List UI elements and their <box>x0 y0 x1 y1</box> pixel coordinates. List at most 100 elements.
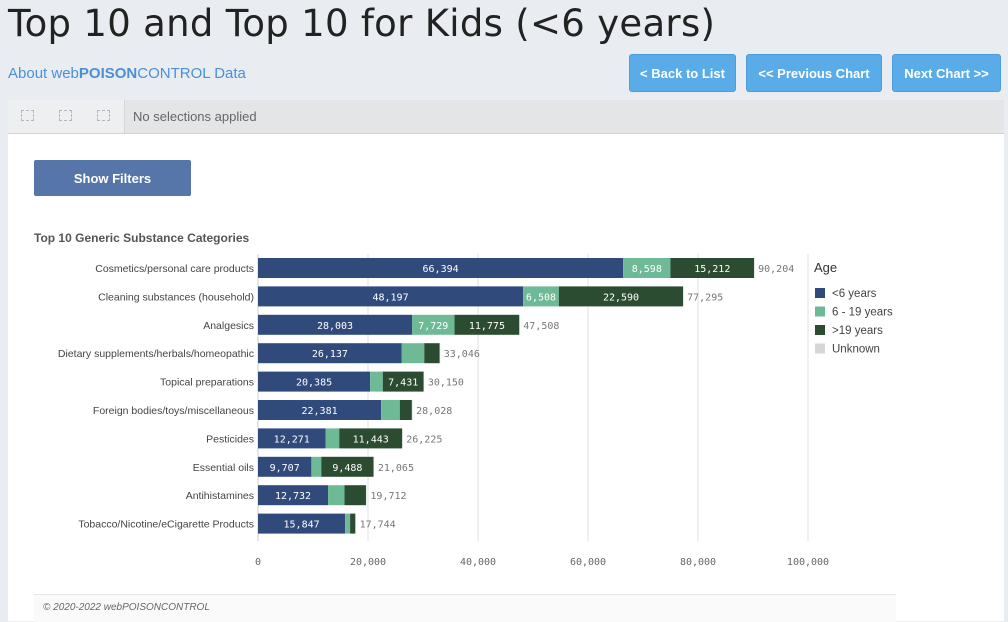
category-label: Cosmetics/personal care products <box>95 263 254 275</box>
bar-segment <box>365 485 367 506</box>
bar-segment <box>258 343 402 364</box>
legend-swatch <box>815 306 825 317</box>
legend-label: >19 years <box>832 325 883 337</box>
bar-segment <box>381 400 400 420</box>
about-data-link[interactable]: About webPOISONCONTROL Data <box>8 65 246 82</box>
bar-segment <box>558 286 684 307</box>
bar-segment <box>399 400 412 420</box>
data-label: 28,003 <box>317 321 353 332</box>
data-label: 9,707 <box>270 463 300 474</box>
bar-segment <box>370 371 383 392</box>
data-label: 7,431 <box>388 378 418 389</box>
data-label: 8,598 <box>632 264 662 275</box>
x-tick-label: 80,000 <box>680 557 716 568</box>
bar-segment <box>424 343 440 364</box>
bar-segment <box>373 456 374 477</box>
x-tick-label: 20,000 <box>350 557 386 568</box>
data-label: 66,394 <box>423 264 459 275</box>
step-back-icon[interactable] <box>21 110 34 121</box>
bar-segment <box>382 371 424 392</box>
bar-segment <box>623 258 671 278</box>
bar-segment <box>423 371 425 392</box>
selection-tools <box>8 100 125 133</box>
data-label: 48,197 <box>372 292 408 303</box>
previous-chart-button[interactable]: << Previous Chart <box>746 54 882 92</box>
bar-segment <box>411 400 413 420</box>
bar-segment <box>670 258 755 278</box>
step-forward-icon[interactable] <box>59 110 72 121</box>
bar-segment <box>258 314 413 335</box>
chart-title: Top 10 Generic Substance Categories <box>34 231 250 245</box>
legend-label: <6 years <box>832 288 877 300</box>
bar-segment <box>412 314 455 335</box>
category-label: Analgesics <box>203 320 254 332</box>
legend-label: Unknown <box>832 344 880 356</box>
total-label: 90,204 <box>758 264 794 275</box>
bar-segment <box>401 343 425 364</box>
legend-title: Age <box>814 260 837 275</box>
bar-segment <box>258 371 371 392</box>
data-label: 11,775 <box>469 321 505 332</box>
legend-swatch <box>815 325 825 335</box>
bar-segment <box>344 485 366 506</box>
category-label: Essential oils <box>193 462 254 474</box>
back-to-list-button[interactable]: < Back to List <box>629 54 736 92</box>
x-tick-label: 60,000 <box>570 557 606 568</box>
selections-bar: No selections applied <box>8 100 1004 134</box>
bar-segment <box>523 286 559 307</box>
bar-segment <box>339 428 403 449</box>
x-tick-label: 0 <box>255 557 261 568</box>
bar-segment <box>454 314 520 335</box>
bar-segment <box>258 400 382 420</box>
data-label: 20,385 <box>296 378 332 389</box>
category-label: Tobacco/Nicotine/eCigarette Products <box>78 519 254 531</box>
content-panel: Show Filters Top 10 Generic Substance Ca… <box>8 134 1004 622</box>
bar-segment <box>258 456 312 477</box>
total-label: 26,225 <box>406 434 442 445</box>
page-title: Top 10 and Top 10 for Kids (<6 years) <box>8 2 716 45</box>
total-label: 19,712 <box>370 491 406 502</box>
total-label: 17,744 <box>360 520 396 531</box>
data-label: 26,137 <box>312 349 348 360</box>
bar-segment <box>345 513 351 534</box>
clear-selections-icon[interactable] <box>97 110 110 121</box>
category-label: Dietary supplements/herbals/homeopathic <box>58 348 254 360</box>
bar-segment <box>258 428 326 449</box>
selection-status: No selections applied <box>133 109 257 124</box>
data-label: 15,847 <box>284 520 320 531</box>
bar-segment <box>439 343 441 364</box>
total-label: 47,508 <box>523 321 559 332</box>
bar-segment <box>258 286 524 307</box>
total-label: 21,065 <box>378 463 414 474</box>
bar-segment <box>350 513 356 534</box>
category-label: Topical preparations <box>160 377 254 389</box>
legend-swatch <box>815 288 825 298</box>
bar-segment <box>328 485 345 506</box>
legend-label: 6 - 19 years <box>832 307 893 319</box>
category-label: Pesticides <box>206 433 254 445</box>
bar-segment <box>402 428 403 449</box>
data-label: 22,590 <box>603 292 639 303</box>
about-prefix: About web <box>8 65 79 82</box>
bar-segment <box>355 513 356 534</box>
total-label: 30,150 <box>428 378 464 389</box>
data-label: 11,443 <box>353 434 389 445</box>
legend-swatch <box>815 343 825 354</box>
bar-segment <box>258 258 624 278</box>
data-label: 12,271 <box>274 434 310 445</box>
total-label: 28,028 <box>416 406 452 417</box>
data-label: 15,212 <box>694 264 730 275</box>
bar-segment <box>258 513 346 534</box>
show-filters-button[interactable]: Show Filters <box>34 160 191 196</box>
category-label: Cleaning substances (household) <box>98 291 254 303</box>
data-label: 22,381 <box>301 406 337 417</box>
data-label: 6,508 <box>526 292 556 303</box>
total-label: 77,295 <box>687 292 723 303</box>
bar-segment <box>321 456 374 477</box>
category-label: Foreign bodies/toys/miscellaneous <box>93 405 254 417</box>
next-chart-button[interactable]: Next Chart >> <box>892 54 1001 92</box>
x-tick-label: 40,000 <box>460 557 496 568</box>
footer: © 2020-2022 webPOISONCONTROL <box>34 594 896 622</box>
about-brand: POISON <box>78 65 138 82</box>
data-label: 9,488 <box>332 463 362 474</box>
